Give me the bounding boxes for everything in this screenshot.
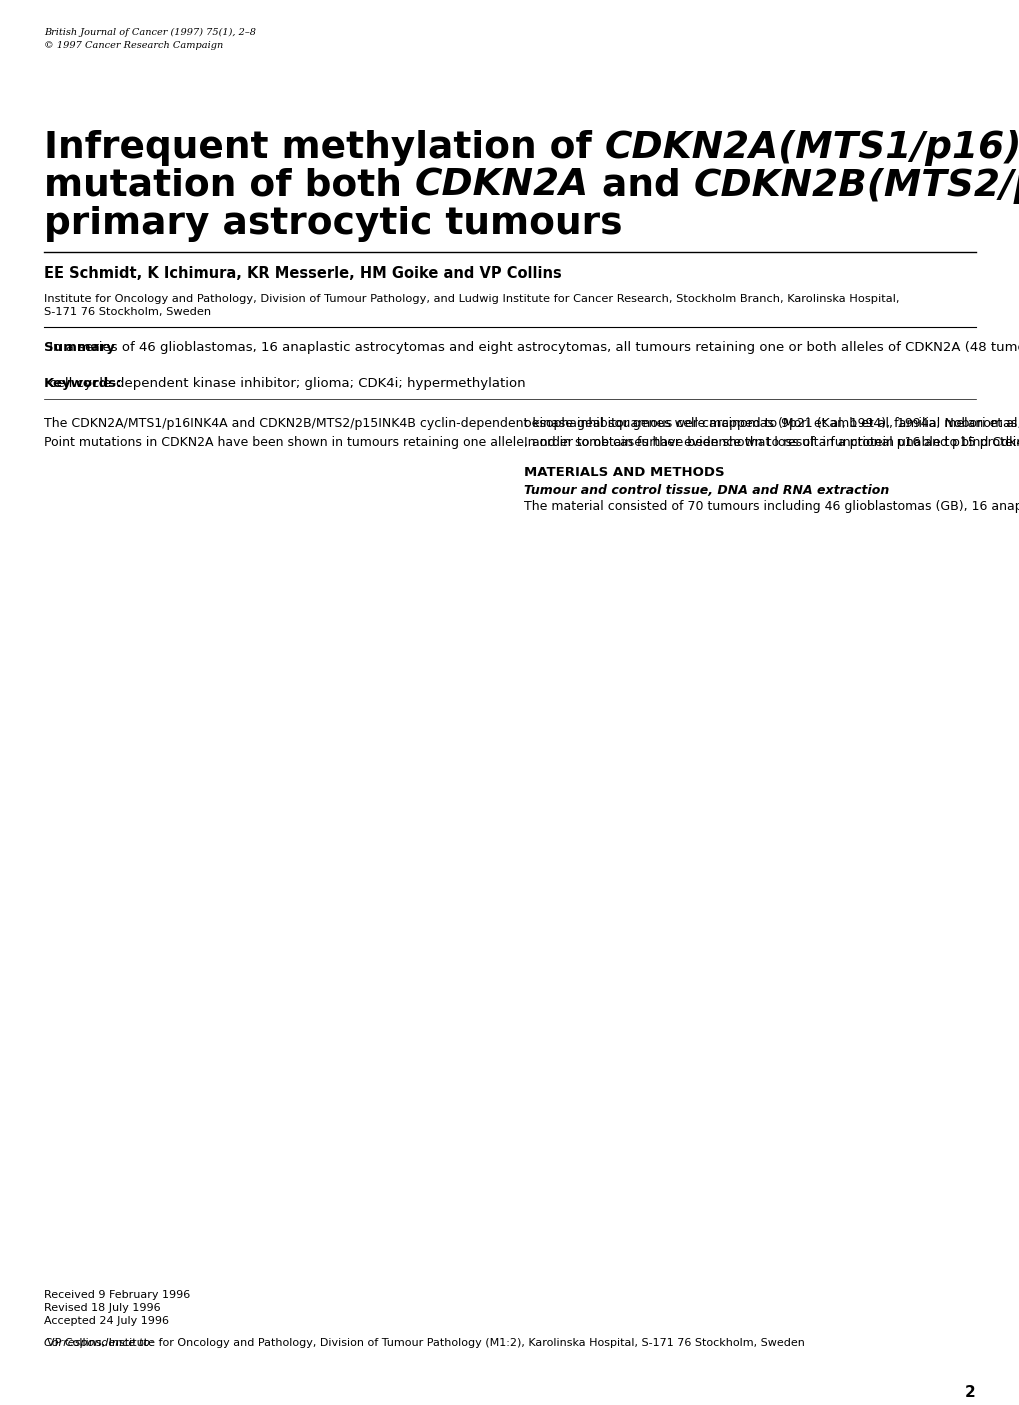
Text: MATERIALS AND METHODS: MATERIALS AND METHODS	[524, 465, 723, 479]
Text: cell cycle-dependent kinase inhibitor; glioma; CDK4i; hypermethylation: cell cycle-dependent kinase inhibitor; g…	[45, 377, 525, 389]
Text: © 1997 Cancer Research Campaign: © 1997 Cancer Research Campaign	[44, 41, 223, 51]
Text: Correspondence to:: Correspondence to:	[44, 1338, 154, 1347]
Text: Accepted 24 July 1996: Accepted 24 July 1996	[44, 1316, 169, 1326]
Text: In order to obtain further evidence that loss of a functional p16 and p15 protei: In order to obtain further evidence that…	[524, 437, 1019, 450]
Text: and: and	[588, 169, 693, 204]
Text: British Journal of Cancer (1997) 75(1), 2–8: British Journal of Cancer (1997) 75(1), …	[44, 28, 256, 37]
Text: Revised 18 July 1996: Revised 18 July 1996	[44, 1302, 160, 1314]
Text: Point mutations in CDKN2A have been shown in tumours retaining one allele, and i: Point mutations in CDKN2A have been show…	[44, 437, 1019, 450]
Text: CDKN2A(MTS1/p16): CDKN2A(MTS1/p16)	[604, 131, 1019, 166]
Text: CDKN2B(MTS2/p15): CDKN2B(MTS2/p15)	[693, 169, 1019, 204]
Text: mutation of both: mutation of both	[44, 169, 415, 204]
Text: Institute for Oncology and Pathology, Division of Tumour Pathology, and Ludwig I: Institute for Oncology and Pathology, Di…	[44, 294, 899, 303]
Text: Tumour and control tissue, DNA and RNA extraction: Tumour and control tissue, DNA and RNA e…	[524, 483, 889, 496]
Text: Received 9 February 1996: Received 9 February 1996	[44, 1290, 191, 1300]
Text: oesophageal squamous cell carcinomas (Mori et al, 1994), familial melanomas (Hus: oesophageal squamous cell carcinomas (Mo…	[524, 417, 1019, 430]
Text: The material consisted of 70 tumours including 46 glioblastomas (GB), 16 anaplas: The material consisted of 70 tumours inc…	[524, 500, 1019, 513]
Text: EE Schmidt, K Ichimura, KR Messerle, HM Goike and VP Collins: EE Schmidt, K Ichimura, KR Messerle, HM …	[44, 266, 561, 281]
Text: CDKN2A: CDKN2A	[415, 169, 588, 204]
Text: Infrequent methylation of: Infrequent methylation of	[44, 131, 604, 166]
Text: In a series of 46 glioblastomas, 16 anaplastic astrocytomas and eight astrocytom: In a series of 46 glioblastomas, 16 anap…	[45, 341, 1019, 354]
Text: Summary: Summary	[44, 341, 115, 354]
Text: The CDKN2A/MTS1/p16INK4A and CDKN2B/MTS2/p15INK4B cyclin-dependent kinase inhibi: The CDKN2A/MTS1/p16INK4A and CDKN2B/MTS2…	[44, 417, 1019, 430]
Text: 2: 2	[964, 1385, 975, 1399]
Text: VP Collins, Institute for Oncology and Pathology, Division of Tumour Pathology (: VP Collins, Institute for Oncology and P…	[47, 1338, 804, 1347]
Text: Keywords:: Keywords:	[44, 377, 122, 389]
Text: primary astrocytic tumours: primary astrocytic tumours	[44, 207, 622, 242]
Text: S-171 76 Stockholm, Sweden: S-171 76 Stockholm, Sweden	[44, 308, 211, 318]
